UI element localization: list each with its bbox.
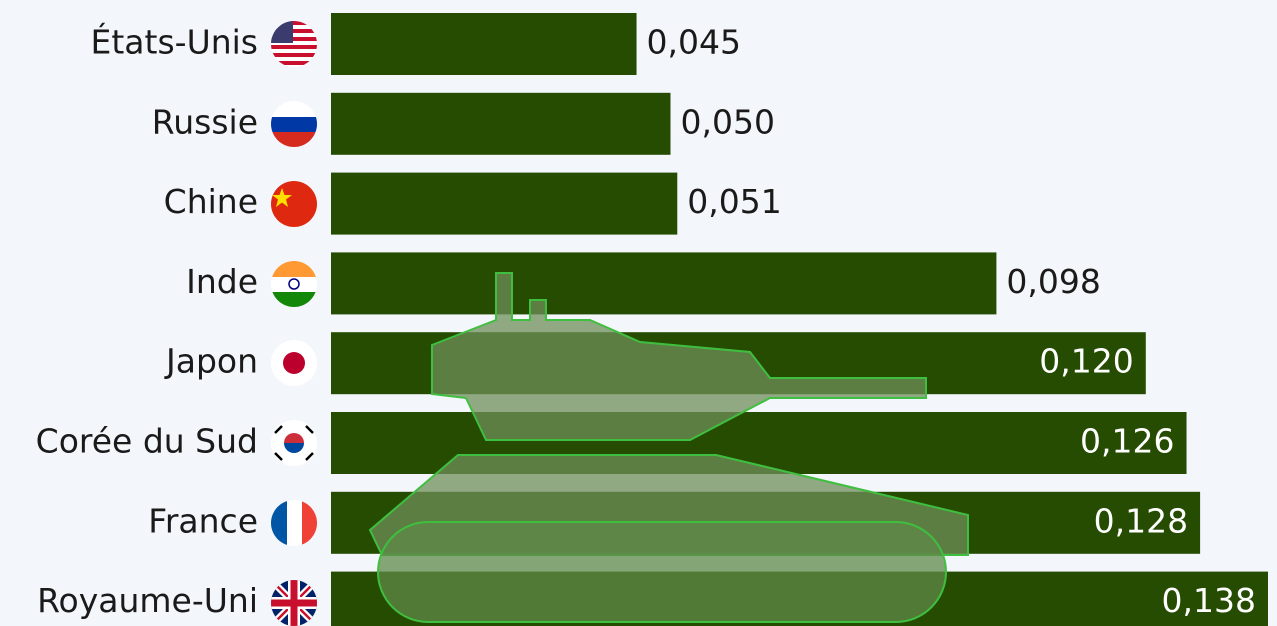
value-label: 0,045 — [647, 23, 741, 62]
bar — [331, 13, 637, 75]
category-label: Chine — [164, 182, 258, 221]
value-label: 0,051 — [687, 182, 781, 221]
chart: États-Unis Russie Chine Inde Japon Corée du S… — [0, 0, 1277, 626]
flag-fr — [271, 500, 318, 546]
category-label: Corée du Sud — [36, 422, 258, 461]
bar — [331, 252, 996, 314]
value-label: 0,126 — [1080, 422, 1174, 461]
category-label: Japon — [164, 342, 258, 381]
flag-kr — [271, 420, 317, 466]
bar — [331, 173, 677, 235]
flag-uk — [271, 580, 317, 626]
flags — [271, 21, 318, 626]
flag-ru — [271, 101, 317, 148]
value-label: 0,128 — [1094, 501, 1188, 540]
flag-in — [271, 261, 317, 308]
value-label: 0,050 — [680, 102, 774, 141]
flag-us — [271, 21, 317, 67]
flag-jp — [271, 340, 317, 386]
category-label: Inde — [186, 262, 258, 301]
category-label: Royaume-Uni — [37, 581, 258, 620]
value-label: 0,098 — [1006, 262, 1100, 301]
category-label: Russie — [152, 102, 258, 141]
value-label: 0,120 — [1039, 342, 1133, 381]
flag-cn — [271, 181, 317, 227]
category-label: États-Unis — [91, 22, 258, 62]
value-label: 0,138 — [1162, 581, 1256, 620]
bar — [331, 93, 670, 155]
category-label: France — [148, 501, 258, 540]
